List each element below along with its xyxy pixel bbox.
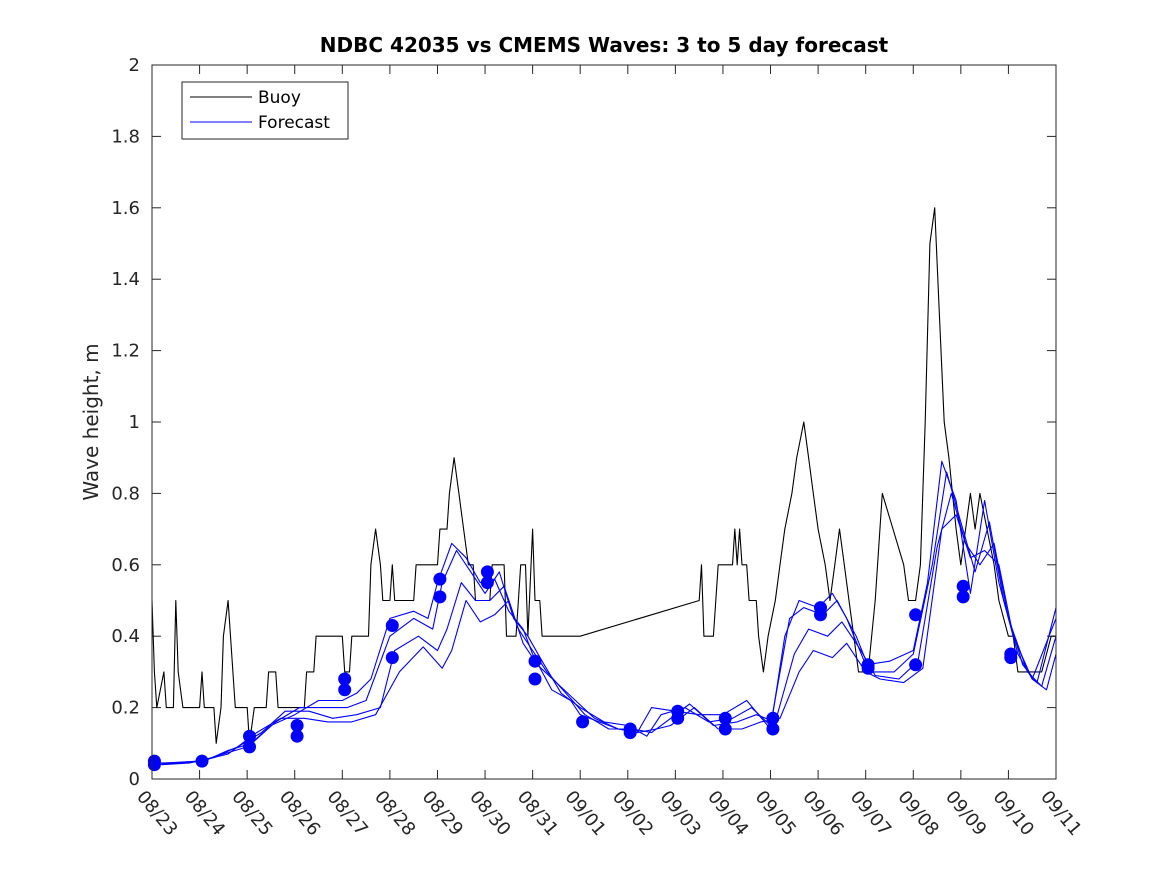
forecast-marker bbox=[766, 711, 780, 725]
forecast-marker bbox=[766, 722, 780, 736]
forecast-marker bbox=[147, 754, 161, 768]
forecast-line bbox=[156, 460, 1057, 766]
legend: Buoy Forecast bbox=[181, 81, 349, 140]
forecast-line bbox=[166, 514, 1057, 764]
forecast-series bbox=[147, 460, 1057, 772]
plot-area bbox=[152, 65, 1056, 779]
y-tick-label: 0.2 bbox=[111, 698, 140, 719]
forecast-marker bbox=[243, 740, 256, 754]
forecast-marker bbox=[338, 672, 352, 686]
legend-label-forecast: Forecast bbox=[258, 113, 330, 133]
forecast-marker bbox=[385, 651, 399, 665]
forecast-marker bbox=[480, 565, 494, 579]
forecast-marker bbox=[290, 719, 304, 732]
buoy-line bbox=[151, 207, 1056, 744]
y-tick-label: 2 bbox=[129, 55, 140, 76]
forecast-marker bbox=[909, 658, 923, 672]
buoy-series bbox=[151, 207, 1056, 744]
forecast-marker bbox=[195, 754, 209, 768]
forecast-marker bbox=[433, 572, 447, 586]
legend-label-buoy: Buoy bbox=[258, 88, 301, 108]
forecast-marker bbox=[576, 715, 590, 729]
forecast-marker bbox=[718, 711, 732, 725]
forecast-marker bbox=[528, 672, 542, 686]
forecast-marker bbox=[243, 729, 256, 743]
forecast-marker bbox=[956, 590, 970, 604]
forecast-marker bbox=[814, 601, 827, 615]
y-tick-label: 0.6 bbox=[111, 555, 140, 576]
forecast-marker bbox=[623, 722, 637, 736]
forecast-marker bbox=[861, 658, 875, 672]
axis-ticks bbox=[151, 64, 1057, 780]
y-tick-label: 1.4 bbox=[111, 269, 140, 290]
forecast-marker bbox=[718, 722, 732, 736]
y-tick-label: 0 bbox=[129, 769, 140, 790]
y-tick-label: 0.4 bbox=[111, 626, 140, 647]
y-tick-label: 1.2 bbox=[111, 341, 140, 362]
forecast-marker bbox=[909, 608, 923, 622]
axes-box bbox=[151, 64, 1057, 780]
forecast-marker bbox=[480, 576, 494, 590]
legend-box bbox=[181, 81, 349, 140]
plot-background bbox=[152, 65, 1056, 779]
y-tick-labels: 0 0.2 0.4 0.6 0.8 1 1.2 1.4 1.6 1.8 2 bbox=[111, 55, 140, 790]
forecast-marker bbox=[956, 579, 970, 593]
y-tick-label: 0.8 bbox=[111, 483, 140, 504]
forecast-marker bbox=[1004, 647, 1018, 661]
forecast-marker bbox=[290, 729, 304, 743]
forecast-marker bbox=[528, 654, 542, 668]
y-axis-label: Wave height, m bbox=[79, 343, 103, 500]
forecast-marker bbox=[433, 590, 447, 604]
y-tick-label: 1.8 bbox=[111, 126, 140, 147]
chart-title: NDBC 42035 vs CMEMS Waves: 3 to 5 day fo… bbox=[320, 33, 889, 57]
y-tick-label: 1 bbox=[129, 412, 140, 433]
y-tick-label: 1.6 bbox=[111, 198, 140, 219]
forecast-marker bbox=[671, 704, 685, 718]
axes-frame bbox=[151, 64, 1057, 780]
forecast-marker bbox=[385, 619, 399, 632]
forecast-marker bbox=[338, 683, 352, 697]
